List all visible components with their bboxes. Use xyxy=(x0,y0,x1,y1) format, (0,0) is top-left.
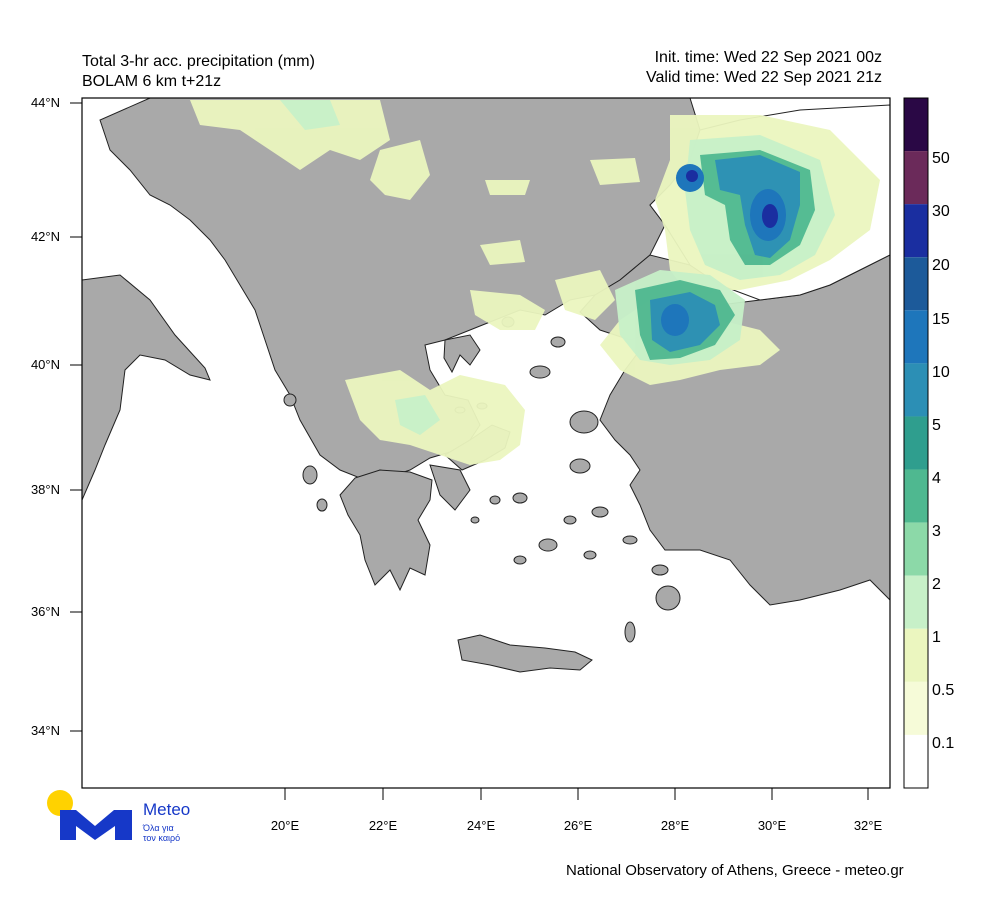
colorbar-swatch xyxy=(904,575,928,629)
land-peloponnese xyxy=(339,469,433,592)
logo-tagline-2: τον καιρό xyxy=(143,833,181,843)
colorbar-swatch xyxy=(904,469,928,523)
colorbar-label-30: 30 xyxy=(932,203,950,220)
logo-name: Meteo xyxy=(143,800,191,819)
land-italy xyxy=(82,274,211,501)
lon-ticks xyxy=(284,788,869,800)
colorbar-swatch xyxy=(904,681,928,735)
colorbar-swatch xyxy=(904,363,928,417)
colorbar-label-10: 10 xyxy=(932,364,950,381)
colorbar-swatch xyxy=(904,151,928,205)
colorbar xyxy=(903,97,929,789)
land-chalkidiki xyxy=(443,334,481,374)
lat-label-40: 40°N xyxy=(30,357,60,372)
lon-label-22: 22°E xyxy=(368,818,398,833)
colorbar-label-0-1: 0.1 xyxy=(932,735,955,752)
lon-label-20: 20°E xyxy=(270,818,300,833)
precipitation-extreme xyxy=(686,170,778,228)
lat-label-38: 38°N xyxy=(30,482,60,497)
lat-label-36: 36°N xyxy=(30,604,60,619)
colorbar-swatch xyxy=(904,204,928,258)
colorbar-swatch xyxy=(904,734,928,788)
map-frame xyxy=(81,97,891,789)
colorbar-swatch xyxy=(904,257,928,311)
colorbar-label-1: 1 xyxy=(932,629,941,646)
lat-label-34: 34°N xyxy=(30,723,60,738)
footer-credit: National Observatory of Athens, Greece -… xyxy=(566,862,904,879)
lat-label-44: 44°N xyxy=(30,95,60,110)
colorbar-swatch xyxy=(904,628,928,682)
colorbar-swatch xyxy=(904,522,928,576)
meteo-logo-icon xyxy=(47,790,132,840)
lon-label-26: 26°E xyxy=(563,818,593,833)
lat-label-42: 42°N xyxy=(30,229,60,244)
logo-tagline-1: Όλα για xyxy=(143,823,174,833)
colorbar-label-2: 2 xyxy=(932,576,941,593)
colorbar-swatch xyxy=(904,310,928,364)
colorbar-swatch xyxy=(904,416,928,470)
lon-label-32: 32°E xyxy=(853,818,883,833)
colorbar-label-3: 3 xyxy=(932,523,941,540)
lon-label-30: 30°E xyxy=(757,818,787,833)
land-crete xyxy=(457,634,593,673)
map-title: Total 3-hr acc. precipitation (mm) xyxy=(82,53,315,70)
colorbar-frame xyxy=(903,97,929,789)
colorbar-label-4: 4 xyxy=(932,470,941,487)
model-subtitle: BOLAM 6 km t+21z xyxy=(82,73,222,90)
colorbar-swatch xyxy=(904,98,928,152)
colorbar-label-15: 15 xyxy=(932,311,950,328)
colorbar-label-20: 20 xyxy=(932,257,950,274)
lon-label-28: 28°E xyxy=(660,818,690,833)
colorbar-label-5: 5 xyxy=(932,417,941,434)
lat-ticks xyxy=(70,102,82,732)
colorbar-label-50: 50 xyxy=(932,150,950,167)
lon-label-24: 24°E xyxy=(466,818,496,833)
init-time: Init. time: Wed 22 Sep 2021 00z xyxy=(654,49,882,66)
land-attica xyxy=(429,464,471,511)
colorbar-label-0-5: 0.5 xyxy=(932,682,955,699)
valid-time: Valid time: Wed 22 Sep 2021 21z xyxy=(646,69,882,86)
